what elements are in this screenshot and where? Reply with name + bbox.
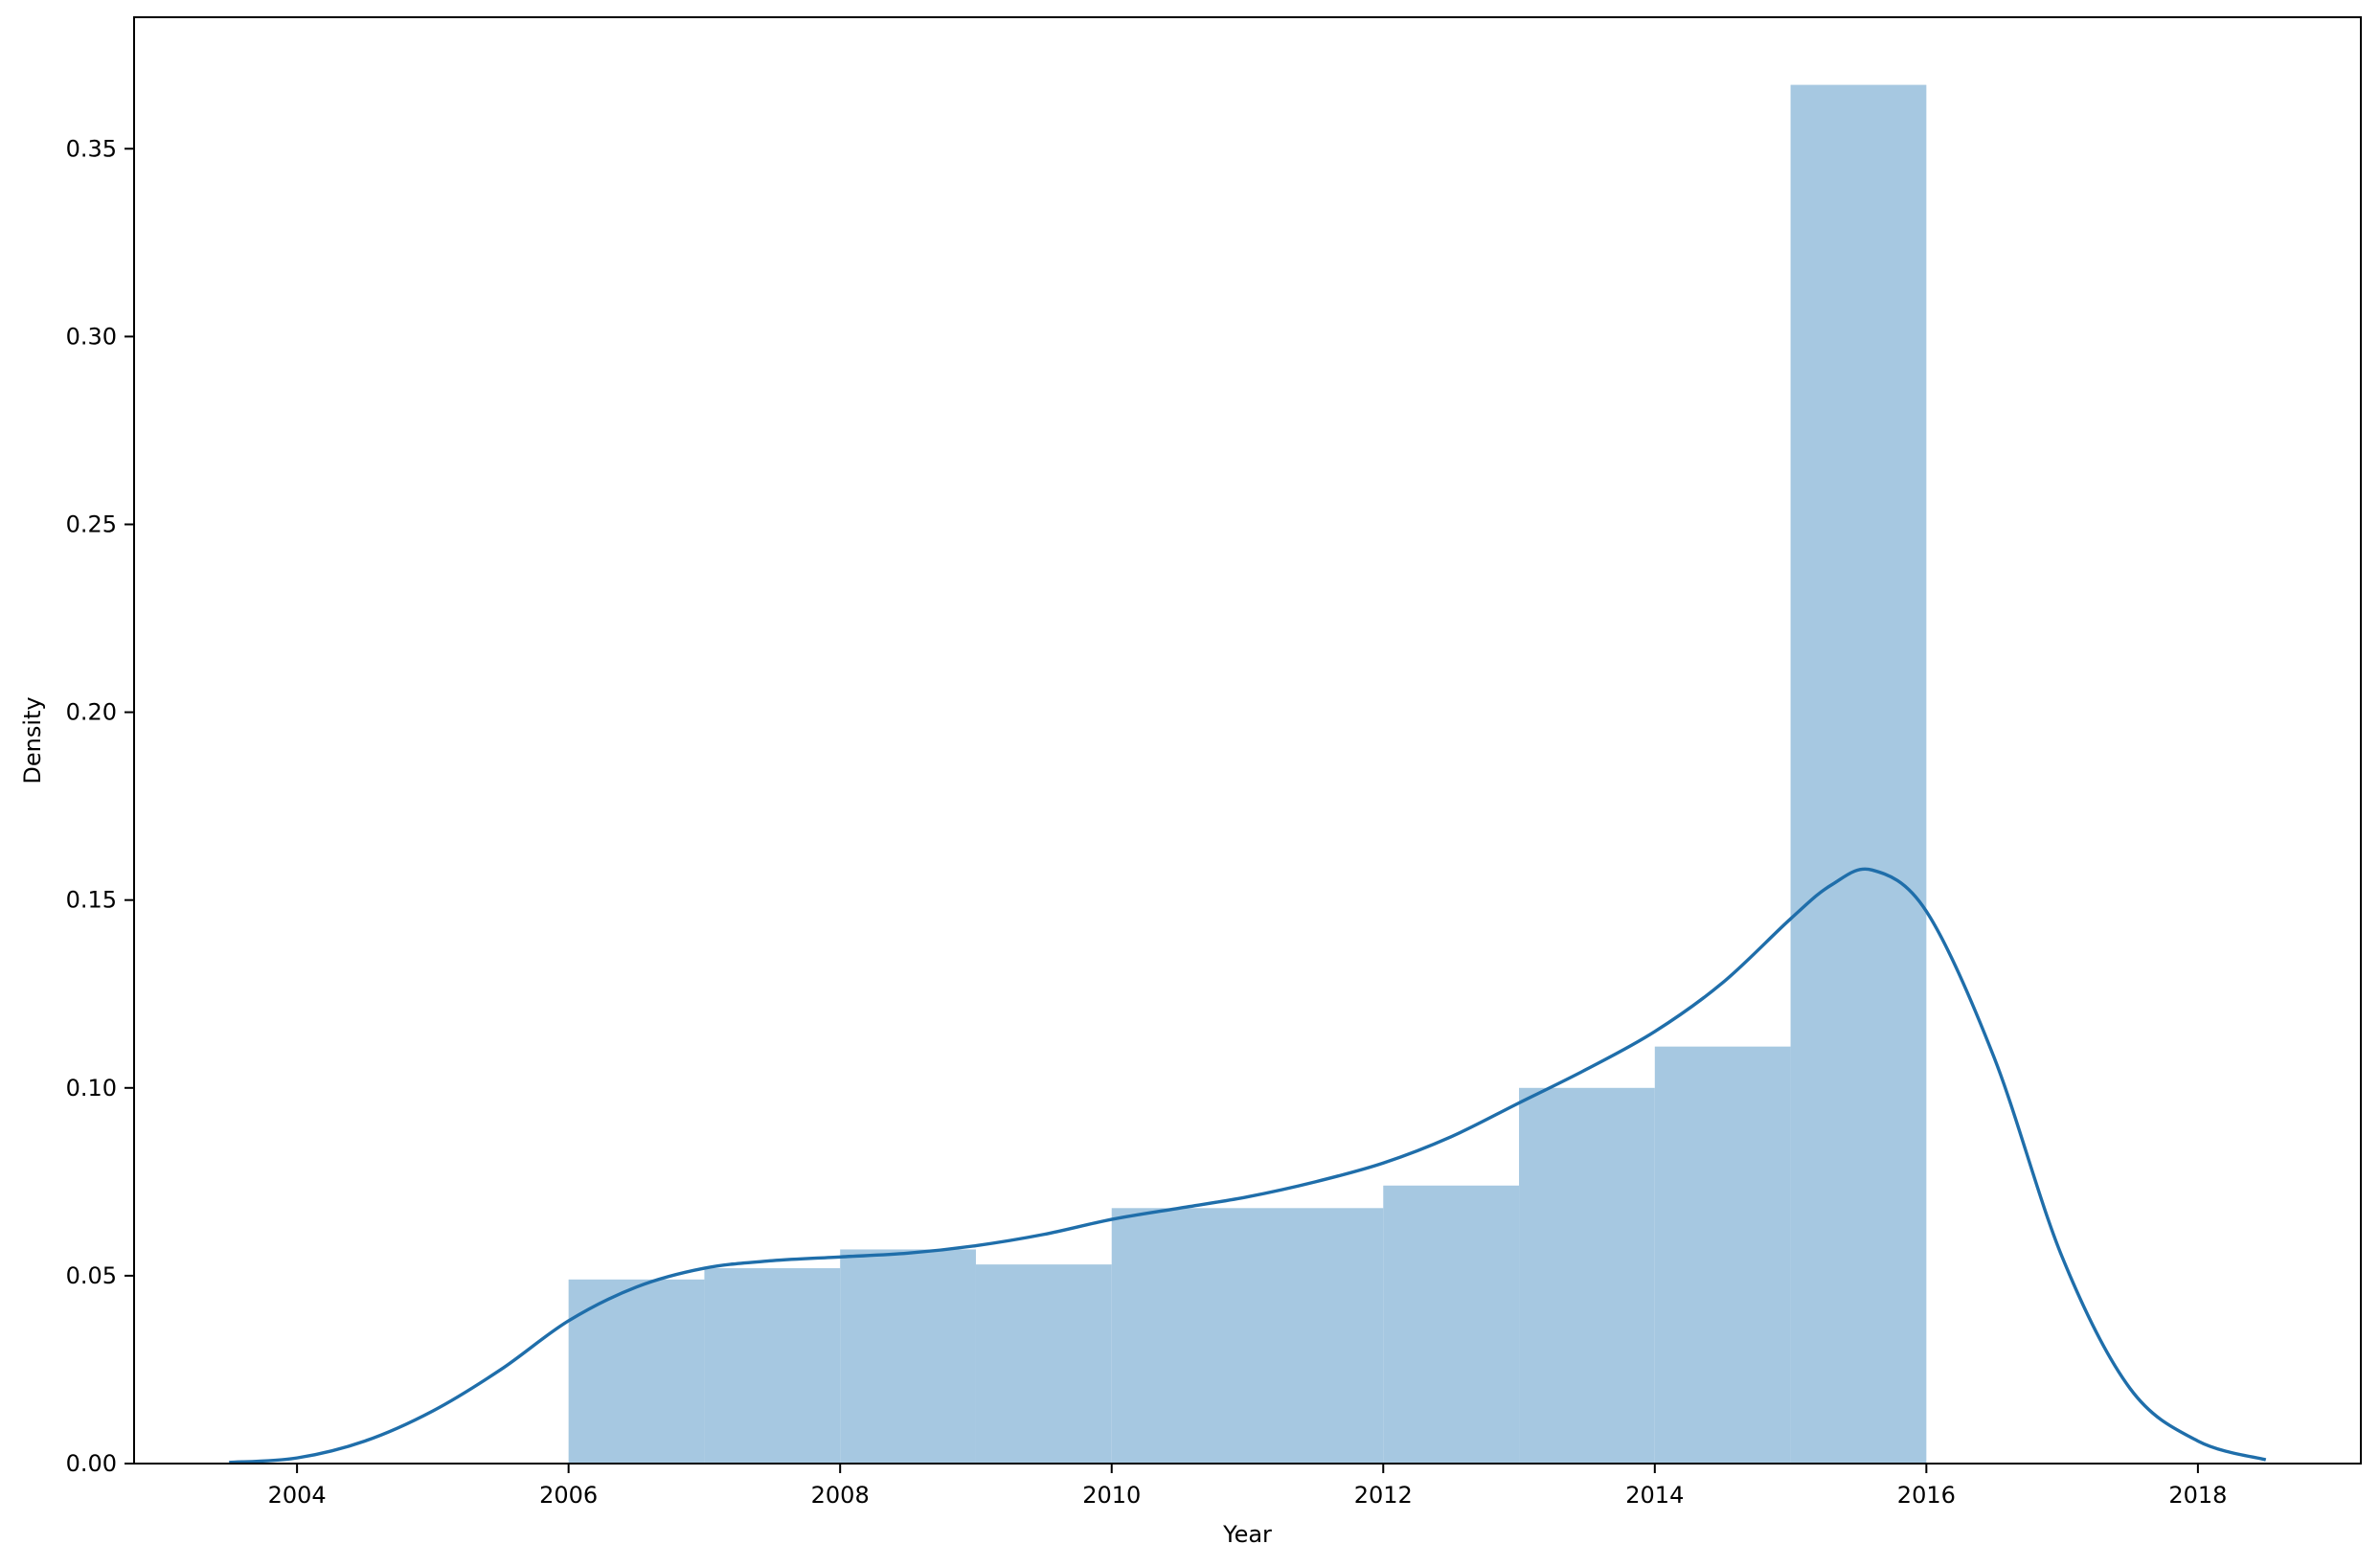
histogram-bar-3 (975, 1264, 1112, 1464)
histogram-bar-9 (1790, 84, 1927, 1464)
y-tick-label: 0.15 (66, 887, 117, 914)
plot-frame (133, 16, 2362, 1465)
x-tick-label: 2008 (811, 1482, 870, 1509)
histogram-bar-5 (1247, 1208, 1384, 1464)
kde-line (229, 867, 2267, 1465)
y-tick-label: 0.35 (66, 135, 117, 162)
x-tick-label: 2004 (268, 1482, 327, 1509)
y-axis-label: Density (19, 696, 46, 784)
x-tick-label: 2018 (2168, 1482, 2227, 1509)
x-tick-label: 2014 (1625, 1482, 1684, 1509)
y-tick-label: 0.30 (66, 323, 117, 350)
x-axis-label: Year (1222, 1521, 1272, 1548)
histogram-bars (568, 84, 1927, 1464)
histogram-bar-8 (1654, 1046, 1791, 1464)
histogram-bar-0 (568, 1279, 705, 1464)
y-tick-label: 0.25 (66, 511, 117, 537)
histogram-bar-1 (704, 1268, 841, 1464)
histogram-bar-2 (840, 1249, 976, 1464)
histogram-bar-7 (1519, 1087, 1655, 1464)
histogram-bar-6 (1383, 1185, 1520, 1464)
y-tick-label: 0.20 (66, 699, 117, 726)
x-tick-label: 2016 (1897, 1482, 1956, 1509)
y-tick-label: 0.05 (66, 1262, 117, 1289)
x-tick-label: 2012 (1354, 1482, 1413, 1509)
y-tick-label: 0.00 (66, 1450, 117, 1477)
x-axis: 2004 2006 2008 2010 2012 2014 2016 2018 (268, 1464, 2227, 1509)
y-axis: 0.00 0.05 0.10 0.15 0.20 0.25 0.30 0.35 (66, 135, 134, 1477)
y-tick-label: 0.10 (66, 1075, 117, 1101)
x-tick-label: 2010 (1082, 1482, 1141, 1509)
histogram-bar-4 (1111, 1208, 1248, 1464)
x-tick-label: 2006 (539, 1482, 598, 1509)
